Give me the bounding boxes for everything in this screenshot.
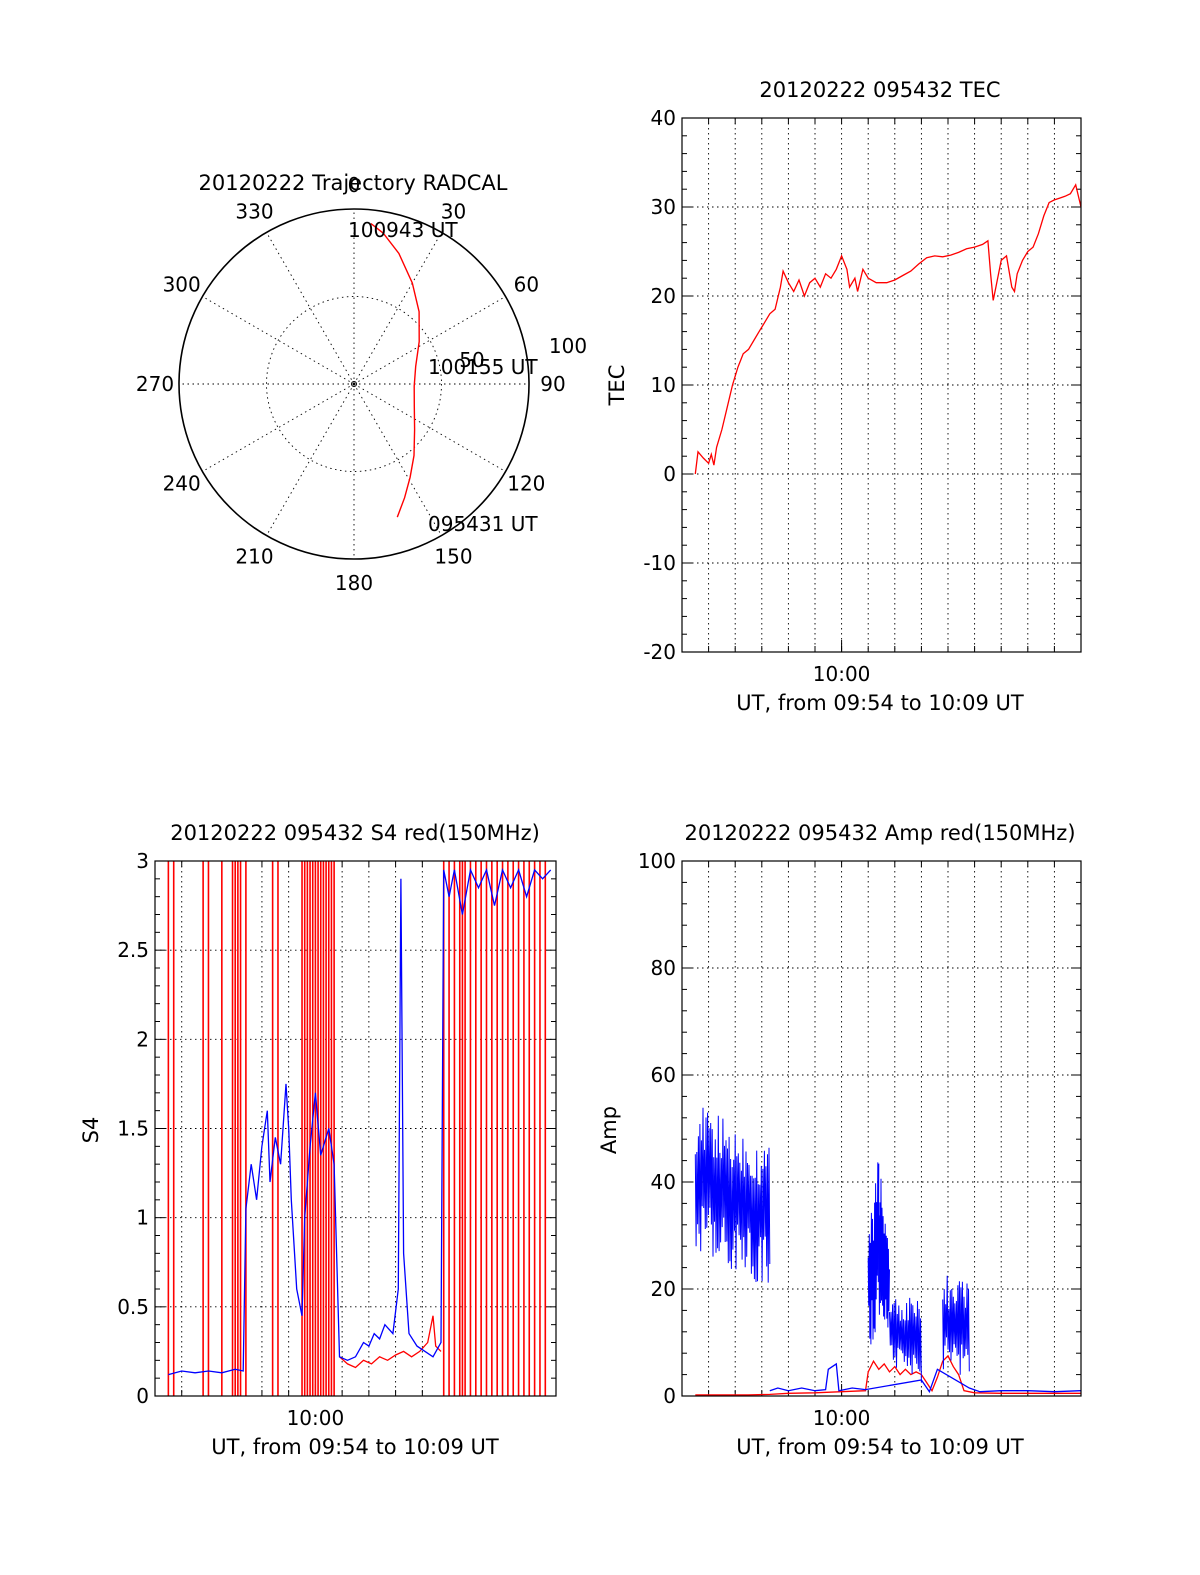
polar-outer-circle [178,208,530,560]
s4-y-tick-label: 2 [136,1027,149,1051]
polar-azimuth-label: 150 [434,544,472,568]
polar-azimuth-label: 240 [163,472,201,496]
polar-time-annotation: 095431 UT [428,512,538,536]
s4-plot-frame [154,860,557,1397]
polar-trajectory-line [370,222,420,518]
amp-y-tick-label: 20 [651,1277,676,1301]
polar-grid-ring [266,296,442,472]
polar-plot-title: 20120222 Trajectory RADCAL [199,171,508,195]
polar-time-annotation: 100943 UT [348,218,458,242]
amp-y-axis-label: Amp [597,1106,621,1154]
tec-y-tick-label: 40 [651,106,676,130]
amp-y-tick-label: 40 [651,1170,676,1194]
tec-x-axis-label: UT, from 09:54 to 10:09 UT [736,691,1024,715]
s4-y-tick-label: 0.5 [117,1295,149,1319]
polar-grid-spoke [202,383,355,472]
polar-azimuth-label: 120 [507,472,545,496]
amp-y-tick-label: 60 [651,1063,676,1087]
amp-blue-series-line [769,1362,1081,1394]
tec-y-axis-label: TEC [605,365,629,407]
polar-ring-label: 100 [549,334,587,358]
s4-y-tick-label: 0 [136,1384,149,1408]
polar-trajectory-plot: 20120222 Trajectory RADCAL 0 30 60 90 120 150… [136,171,587,595]
amp-plot: 20120222 095432 Amp red(150MHz) UT, from… [597,821,1082,1459]
polar-center-mark [351,381,357,387]
s4-y-axis-label: S4 [79,1117,103,1144]
amp-y-tick-label: 100 [638,849,676,873]
s4-y-tick-label: 3 [136,849,149,873]
s4-data-layer [167,861,552,1396]
tec-plot-frame [681,117,1082,653]
polar-azimuth-label: 60 [514,273,539,297]
amp-data-layer [694,1107,1081,1396]
polar-azimuth-label: 0 [348,173,361,197]
s4-x-tick-label: 10:00 [287,1406,345,1430]
s4-blue-series-line [168,867,552,1376]
polar-azimuth-label: 90 [540,372,565,396]
tec-y-tick-label: 0 [663,462,676,486]
tec-y-tick-label: 20 [651,284,676,308]
tec-y-tick-label: 10 [651,373,676,397]
amp-blue-envelope [867,1162,880,1345]
polar-azimuth-label: 180 [335,571,373,595]
amp-x-axis-label: UT, from 09:54 to 10:09 UT [736,1435,1024,1459]
polar-azimuth-label: 30 [441,200,466,224]
polar-ring-label: 50 [459,348,484,372]
polar-grid-spoke [202,296,355,385]
polar-grid-spoke [353,232,442,385]
tec-y-tick-label: -20 [643,640,676,664]
s4-y-tick-label: 2.5 [117,938,149,962]
amp-y-tick-label: 0 [663,1384,676,1408]
s4-red-series-line [339,1315,442,1369]
s4-plot-title: 20120222 095432 S4 red(150MHz) [170,821,540,845]
amp-plot-title: 20120222 095432 Amp red(150MHz) [684,821,1075,845]
amp-x-tick-label: 10:00 [813,1406,871,1430]
polar-grid-spoke [353,296,506,385]
s4-y-tick-label: 1 [136,1206,149,1230]
amp-plot-frame [681,860,1082,1397]
amp-blue-envelope [694,1107,771,1283]
amp-red-series-line [695,1354,1081,1396]
polar-time-annotation: 100155 UT [428,355,538,379]
tec-plot: 20120222 095432 TEC UT, from 09:54 to 10… [605,78,1082,715]
s4-plot: 20120222 095432 S4 red(150MHz) UT, from … [79,821,557,1459]
amp-blue-envelope [942,1275,970,1375]
amp-blue-envelope [878,1178,890,1328]
amp-blue-envelope [889,1297,922,1383]
tec-x-tick-label: 10:00 [813,662,871,686]
tec-plot-title: 20120222 095432 TEC [759,78,1000,102]
polar-grid-spoke [353,383,506,472]
polar-azimuth-label: 210 [235,544,273,568]
polar-grid-spoke [353,383,442,536]
tec-y-tick-label: -10 [643,551,676,575]
polar-grid-spoke [266,383,355,536]
tec-y-tick-label: 30 [651,195,676,219]
polar-grid-spoke [266,232,355,385]
tec-data-layer [694,183,1081,475]
amp-y-tick-label: 80 [651,956,676,980]
s4-y-tick-label: 1.5 [117,1117,149,1141]
polar-azimuth-label: 330 [235,200,273,224]
s4-x-axis-label: UT, from 09:54 to 10:09 UT [211,1435,499,1459]
polar-azimuth-label: 300 [163,273,201,297]
polar-azimuth-label: 270 [136,372,174,396]
tec-red-series-line [694,183,1081,475]
